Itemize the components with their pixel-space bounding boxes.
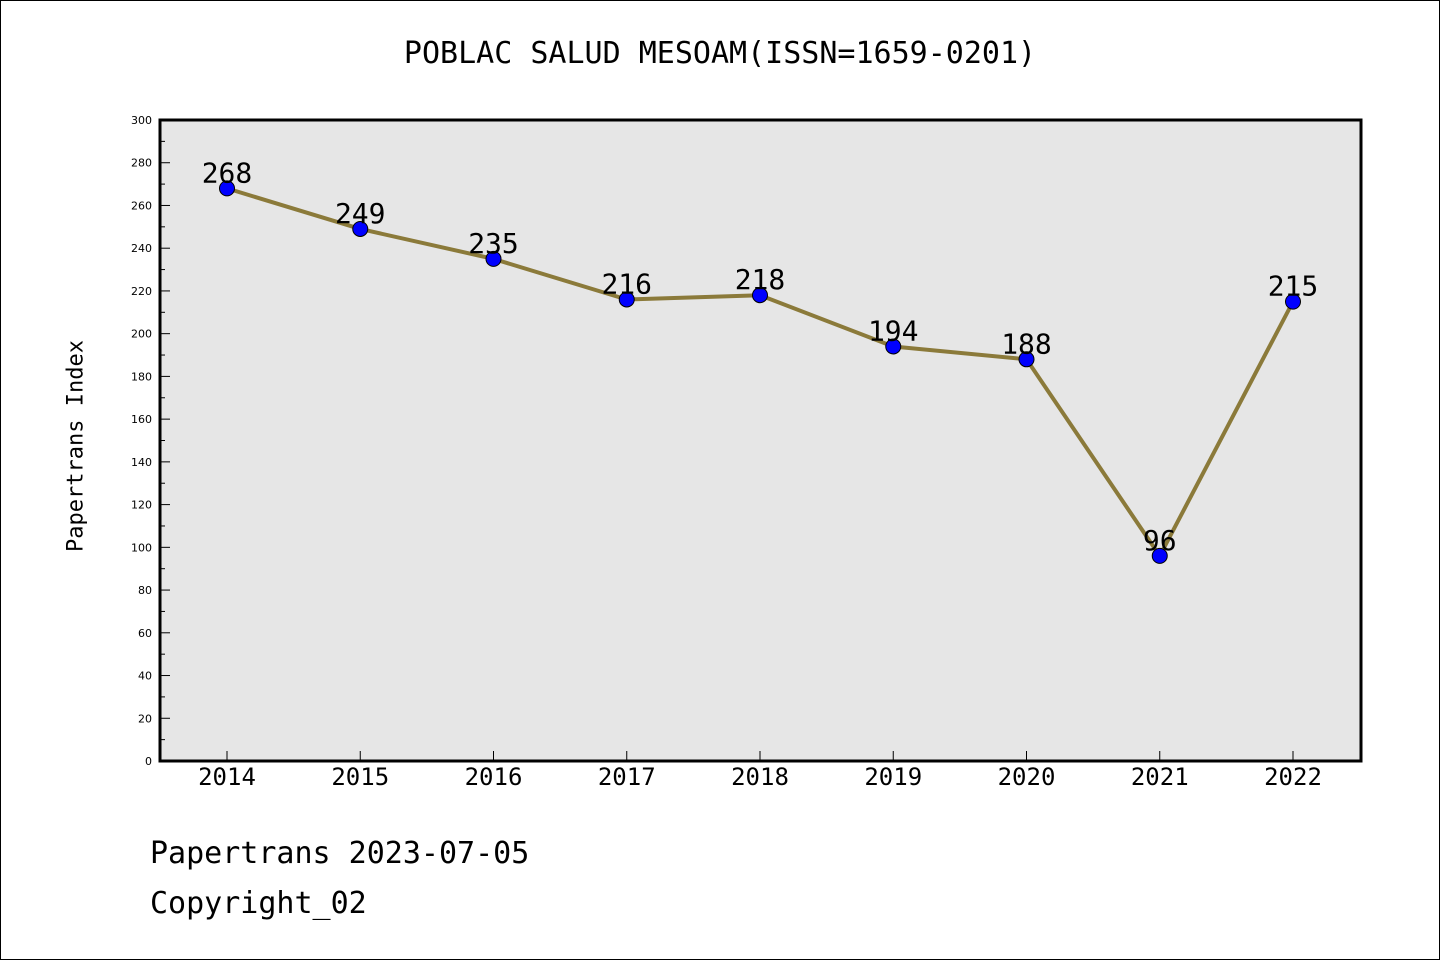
data-point-marker: [1151, 547, 1168, 564]
chart-title: POBLAC SALUD MESOAM(ISSN=1659-0201): [403, 36, 1037, 71]
x-tick-label: 2021: [1131, 763, 1189, 791]
y-tick-label: 60: [138, 627, 152, 640]
y-tick-label: 0: [145, 755, 152, 768]
x-tick-label: 2017: [598, 763, 656, 791]
data-label: 215: [1268, 270, 1319, 303]
data-label: 194: [868, 314, 919, 347]
x-tick-label: 2019: [864, 763, 922, 791]
data-label: 249: [335, 197, 386, 230]
x-tick-label: 2020: [998, 763, 1056, 791]
footer-copyright: Copyright_02: [150, 886, 367, 921]
y-tick-label: 20: [138, 712, 152, 725]
y-tick-label: 200: [131, 328, 152, 341]
y-tick-label: 160: [131, 413, 152, 426]
y-tick-label: 80: [138, 584, 152, 597]
data-point-marker: [618, 291, 635, 308]
y-tick-label: 140: [131, 456, 152, 469]
y-tick-label: 240: [131, 242, 152, 255]
x-tick-label: 2018: [731, 763, 789, 791]
x-tick-label: 2022: [1264, 763, 1322, 791]
data-point-marker: [1018, 351, 1035, 368]
y-tick-label: 180: [131, 370, 152, 383]
plot-area: [158, 118, 1363, 763]
y-tick-label: 40: [138, 670, 152, 683]
data-point-marker: [752, 287, 768, 304]
x-tick-label: 2016: [465, 763, 523, 791]
y-tick-label: 300: [131, 114, 152, 127]
data-point-marker: [219, 180, 235, 197]
data-label: 96: [1143, 524, 1177, 557]
data-point-marker: [352, 220, 369, 237]
data-point-marker: [1285, 293, 1301, 310]
x-tick-label: 2015: [331, 763, 389, 791]
y-tick-label: 220: [131, 285, 152, 298]
footer-date: Papertrans 2023-07-05: [150, 836, 530, 871]
data-label: 216: [601, 267, 652, 300]
data-label: 188: [1001, 327, 1052, 360]
data-point-marker: [885, 338, 902, 355]
y-tick-label: 120: [131, 499, 152, 512]
data-point-marker: [485, 250, 502, 267]
y-tick-label: 100: [131, 541, 152, 554]
x-tick-label: 2014: [198, 763, 256, 791]
data-label: 235: [468, 227, 519, 260]
data-label: 268: [202, 156, 253, 189]
data-label: 218: [735, 263, 786, 296]
y-tick-label: 260: [131, 199, 152, 212]
y-tick-label: 280: [131, 157, 152, 170]
